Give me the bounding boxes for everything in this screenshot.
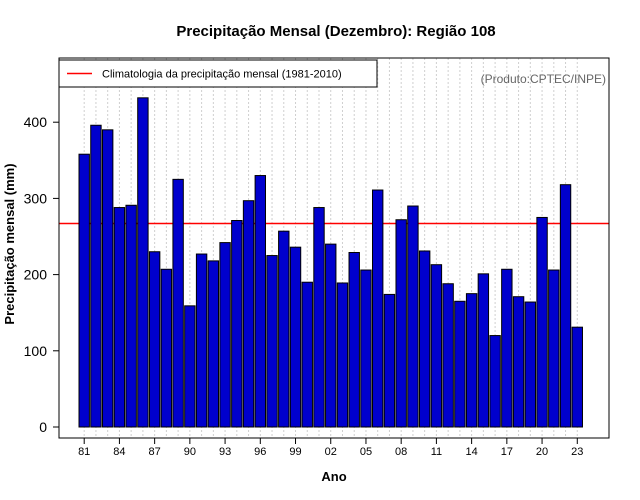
bars — [78, 97, 583, 428]
bar-2022 — [559, 184, 572, 428]
x-tick-label: 23 — [571, 446, 583, 458]
chart-title: Precipitação Mensal (Dezembro): Região 1… — [176, 23, 495, 40]
legend-label: Climatologia da precipitação mensal (198… — [102, 69, 342, 81]
x-tick-label: 05 — [360, 446, 372, 458]
x-tick-label: 96 — [254, 446, 266, 458]
x-tick-label: 08 — [395, 446, 407, 458]
y-tick-label: 100 — [24, 343, 48, 359]
x-tick-label: 93 — [219, 446, 231, 458]
bar-2014 — [465, 293, 478, 428]
bar-1981 — [78, 153, 90, 428]
bar-1989 — [172, 178, 184, 428]
bar-1982 — [90, 124, 102, 428]
x-tick-label: 90 — [184, 446, 196, 458]
x-tick-label: 02 — [325, 446, 337, 458]
bar-2017 — [501, 268, 513, 428]
x-tick-label: 20 — [536, 446, 548, 458]
bar-2013 — [454, 300, 466, 428]
y-tick-label: 0 — [39, 419, 47, 435]
bar-1985 — [125, 204, 137, 428]
bar-1990 — [184, 305, 196, 428]
bar-1996 — [254, 175, 267, 428]
bar-1998 — [278, 230, 290, 428]
bar-2021 — [548, 269, 560, 428]
bar-1983 — [101, 129, 114, 428]
bar-2011 — [430, 264, 443, 428]
x-axis-ticks: 81 84 87 90 93 96 99 02 05 08 11 14 17 20 23 — [78, 438, 583, 458]
bar-2018 — [512, 296, 525, 428]
bar-1993 — [219, 242, 231, 428]
bar-1987 — [148, 251, 161, 428]
x-axis-label: Ano — [321, 469, 346, 484]
y-axis-label: Precipitação mensal (mm) — [2, 163, 17, 324]
x-tick-label: 84 — [113, 446, 125, 458]
bar-1999 — [289, 246, 302, 428]
bar-2002 — [325, 243, 337, 428]
bar-2012 — [442, 283, 454, 428]
x-tick-label: 87 — [149, 446, 161, 458]
bar-2006 — [372, 189, 384, 428]
bar-2019 — [524, 301, 537, 428]
bar-2005 — [360, 269, 372, 428]
bar-1986 — [137, 97, 149, 428]
y-tick-label: 400 — [24, 114, 48, 130]
bar-1984 — [113, 207, 126, 428]
bar-1991 — [195, 253, 208, 428]
bar-1992 — [207, 260, 220, 428]
bar-2015 — [477, 273, 490, 428]
bar-1997 — [266, 255, 278, 428]
bar-2010 — [418, 250, 431, 428]
bar-2016 — [489, 335, 501, 428]
bar-2020 — [536, 216, 548, 428]
x-tick-label: 11 — [431, 446, 442, 458]
bar-2001 — [313, 207, 325, 428]
x-tick-label: 17 — [501, 446, 513, 458]
bar-1994 — [231, 220, 243, 428]
y-tick-label: 300 — [24, 190, 48, 206]
bar-2000 — [301, 281, 313, 428]
y-tick-label: 200 — [24, 267, 48, 283]
bar-2007 — [383, 293, 396, 428]
bar-2003 — [336, 282, 349, 428]
bar-1988 — [160, 268, 173, 428]
bar-2004 — [348, 252, 360, 428]
credit-text: (Produto:CPTEC/INPE) — [481, 72, 606, 86]
plot-frame — [58, 57, 610, 439]
bar-2009 — [407, 205, 419, 428]
x-tick-label: 99 — [289, 446, 301, 458]
bar-2008 — [395, 219, 407, 428]
legend-box — [58, 59, 378, 88]
y-axis-ticks: 0 100 200 300 400 — [24, 114, 59, 435]
bar-1995 — [242, 200, 255, 428]
bar-2023 — [571, 326, 583, 428]
legend: Climatologia da precipitação mensal (198… — [58, 59, 378, 88]
x-tick-label: 81 — [78, 446, 90, 458]
x-tick-label: 14 — [465, 446, 477, 458]
